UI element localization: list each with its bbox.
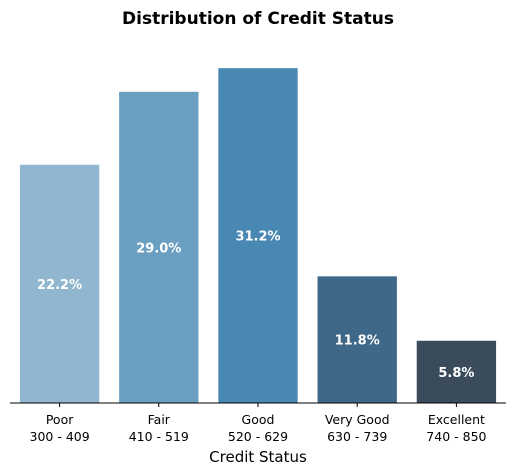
value-label-good: 31.2% — [235, 230, 280, 245]
value-label-excellent: 5.8% — [438, 366, 474, 381]
value-label-fair: 29.0% — [136, 241, 181, 256]
value-label-very-good: 11.8% — [335, 334, 380, 349]
x-tick-range-poor: 300 - 409 — [30, 429, 90, 444]
x-tick-range-very-good: 630 - 739 — [327, 429, 387, 444]
x-tick-range-good: 520 - 629 — [228, 429, 288, 444]
chart-title: Distribution of Credit Status — [122, 9, 394, 29]
value-labels-group: 22.2% 29.0% 31.2% 11.8% 5.8% — [37, 230, 474, 381]
x-tick-label-fair: Fair — [148, 412, 171, 427]
bar-very-good — [317, 276, 397, 403]
bars-group — [19, 68, 497, 404]
x-tick-label-excellent: Excellent — [428, 412, 485, 427]
bar-poor — [19, 164, 100, 403]
bar-excellent — [416, 340, 497, 403]
x-axis-label: Credit Status — [209, 448, 307, 466]
x-tick-range-excellent: 740 - 850 — [426, 429, 486, 444]
x-tick-range-fair: 410 - 519 — [129, 429, 189, 444]
x-tick-label-good: Good — [242, 412, 275, 427]
x-tick-label-poor: Poor — [46, 412, 74, 427]
x-tick-label-very-good: Very Good — [325, 412, 390, 427]
x-ticks-group: Poor 300 - 409 Fair 410 - 519 Good 520 - 629 V… — [30, 403, 487, 444]
bar-fair — [119, 91, 199, 403]
bar-good — [218, 68, 298, 404]
value-label-poor: 22.2% — [37, 278, 82, 293]
